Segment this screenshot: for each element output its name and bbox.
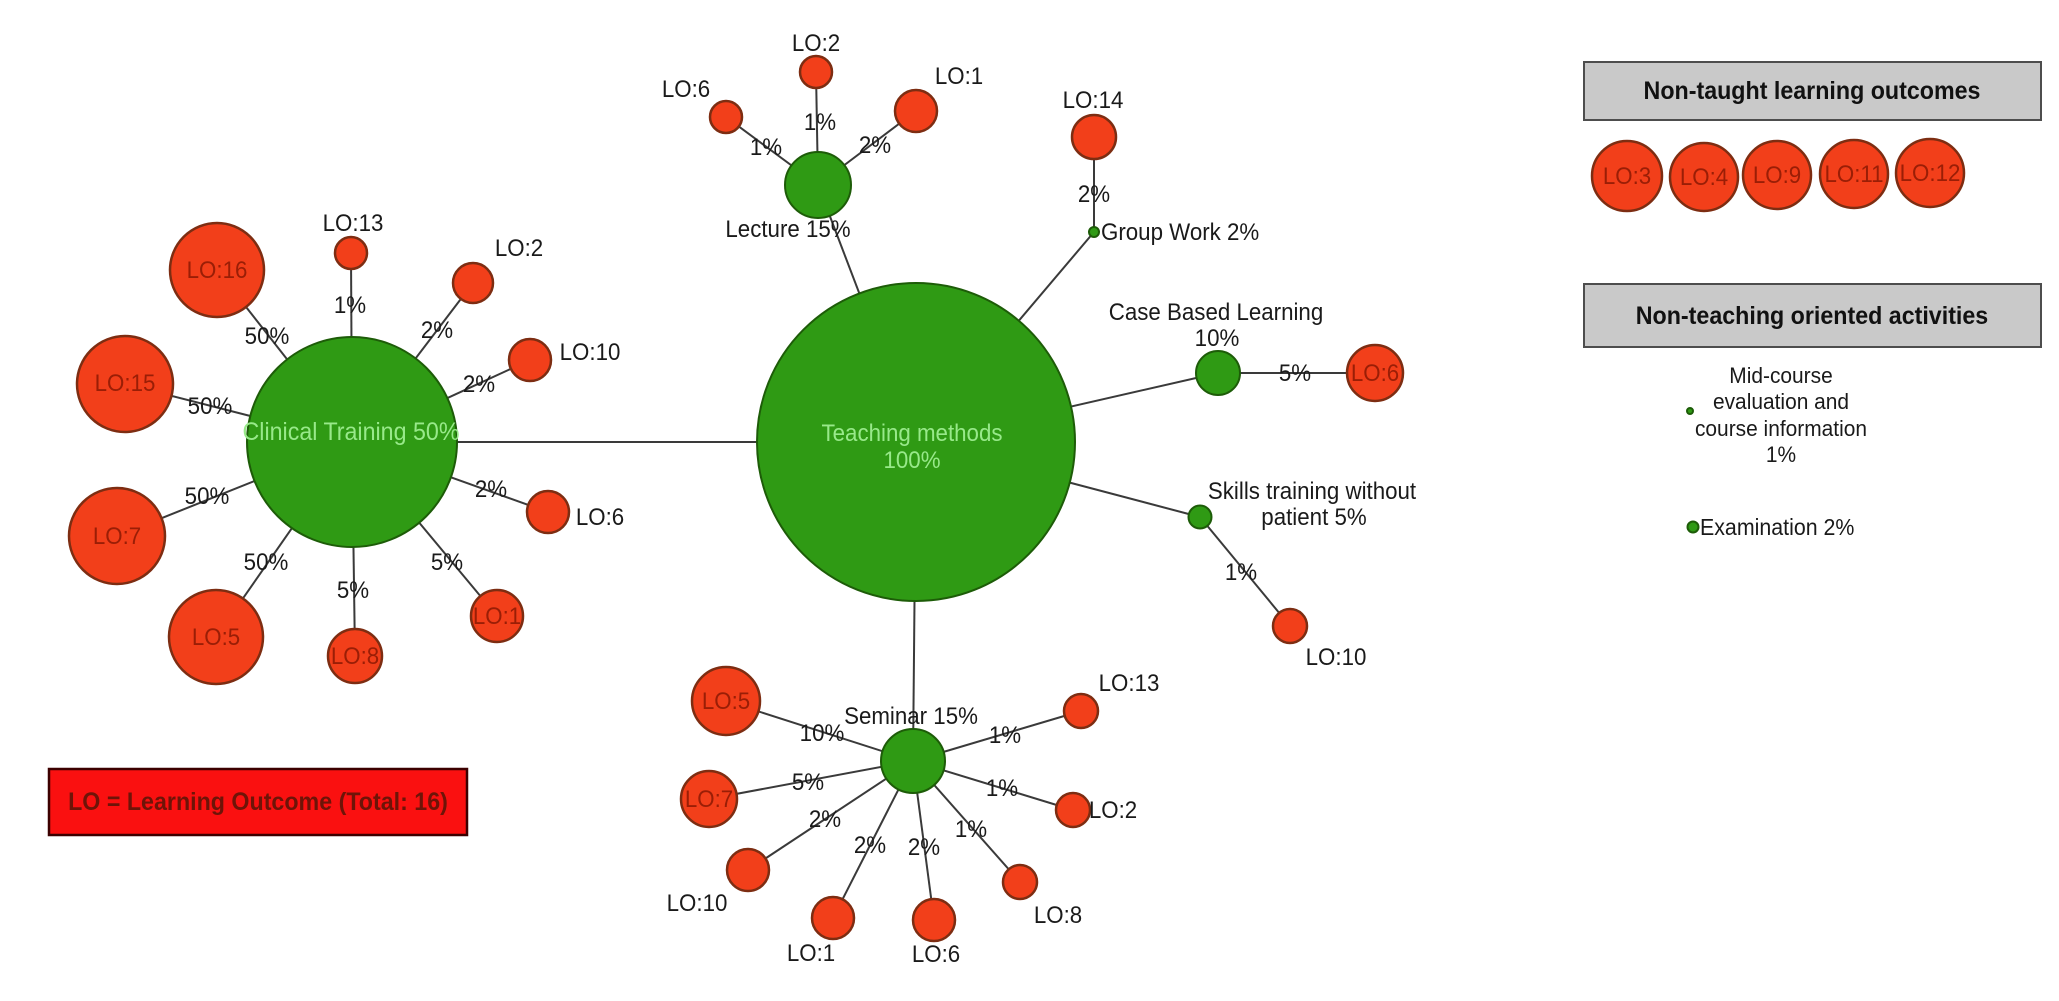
svg-text:LO:4: LO:4	[1680, 163, 1728, 190]
svg-text:LO:8: LO:8	[1034, 901, 1082, 928]
svg-text:2%: 2%	[421, 316, 453, 343]
svg-text:LO:10: LO:10	[667, 889, 728, 916]
svg-text:50%: 50%	[188, 392, 233, 419]
svg-text:LO:10: LO:10	[1306, 643, 1367, 670]
svg-text:2%: 2%	[1078, 180, 1110, 207]
svg-text:LO:2: LO:2	[1089, 796, 1137, 823]
svg-text:1%: 1%	[750, 133, 782, 160]
svg-text:Lecture 15%: Lecture 15%	[725, 215, 850, 242]
svg-text:1%: 1%	[334, 291, 366, 318]
svg-text:2%: 2%	[854, 831, 886, 858]
svg-text:LO:14: LO:14	[1063, 86, 1124, 113]
svg-text:Non-taught learning outcomes: Non-taught learning outcomes	[1644, 77, 1981, 105]
svg-text:LO:12: LO:12	[1900, 159, 1961, 186]
svg-text:LO:13: LO:13	[323, 209, 384, 236]
svg-text:Teaching methods: Teaching methods	[821, 419, 1002, 446]
svg-text:LO:1: LO:1	[473, 602, 521, 629]
svg-text:LO:8: LO:8	[331, 642, 379, 669]
svg-text:Non-teaching oriented activiti: Non-teaching oriented activities	[1636, 302, 1988, 330]
svg-text:LO:1: LO:1	[935, 62, 983, 89]
svg-text:LO:13: LO:13	[1099, 669, 1160, 696]
svg-text:LO:5: LO:5	[192, 623, 240, 650]
svg-text:LO:2: LO:2	[495, 234, 543, 261]
svg-text:5%: 5%	[431, 548, 463, 575]
svg-text:LO:6: LO:6	[912, 940, 960, 967]
svg-text:2%: 2%	[859, 131, 891, 158]
svg-text:2%: 2%	[908, 833, 940, 860]
svg-text:patient 5%: patient 5%	[1261, 503, 1366, 530]
svg-text:Skills training without: Skills training without	[1208, 477, 1417, 504]
svg-text:LO:6: LO:6	[576, 503, 624, 530]
svg-text:LO:1: LO:1	[787, 939, 835, 966]
svg-text:2%: 2%	[475, 475, 507, 502]
svg-text:LO:10: LO:10	[560, 338, 621, 365]
svg-text:Group Work 2%: Group Work 2%	[1101, 218, 1259, 245]
svg-text:100%: 100%	[883, 446, 940, 473]
svg-text:2%: 2%	[809, 805, 841, 832]
svg-text:5%: 5%	[337, 576, 369, 603]
svg-text:1%: 1%	[955, 815, 987, 842]
svg-text:LO:7: LO:7	[685, 785, 733, 812]
svg-text:2%: 2%	[463, 370, 495, 397]
svg-text:LO:6: LO:6	[1351, 359, 1399, 386]
svg-text:LO:7: LO:7	[93, 522, 141, 549]
svg-text:5%: 5%	[792, 768, 824, 795]
svg-text:Mid-course: Mid-course	[1729, 362, 1832, 388]
svg-text:1%: 1%	[986, 774, 1018, 801]
svg-text:10%: 10%	[800, 719, 845, 746]
svg-text:50%: 50%	[185, 482, 230, 509]
svg-text:Examination 2%: Examination 2%	[1700, 514, 1854, 540]
svg-text:1%: 1%	[1225, 558, 1257, 585]
svg-text:1%: 1%	[989, 721, 1021, 748]
svg-text:5%: 5%	[1279, 359, 1311, 386]
svg-text:LO:5: LO:5	[702, 687, 750, 714]
svg-text:50%: 50%	[245, 322, 290, 349]
svg-text:LO:16: LO:16	[187, 256, 248, 283]
svg-text:1%: 1%	[804, 108, 836, 135]
svg-text:Clinical Training 50%: Clinical Training 50%	[243, 418, 460, 446]
svg-text:Seminar 15%: Seminar 15%	[844, 702, 978, 729]
svg-text:course information: course information	[1695, 415, 1867, 441]
svg-text:1%: 1%	[1766, 441, 1796, 467]
svg-text:LO:6: LO:6	[662, 75, 710, 102]
svg-text:10%: 10%	[1195, 324, 1240, 351]
svg-text:50%: 50%	[244, 548, 289, 575]
svg-text:LO:11: LO:11	[1824, 160, 1883, 187]
svg-text:LO:3: LO:3	[1603, 162, 1651, 189]
svg-text:LO:2: LO:2	[792, 29, 840, 56]
svg-text:LO = Learning Outcome (Total:: LO = Learning Outcome (Total: 16)	[68, 788, 448, 816]
svg-text:LO:9: LO:9	[1753, 161, 1801, 188]
svg-text:evaluation and: evaluation and	[1713, 388, 1849, 414]
svg-text:LO:15: LO:15	[95, 369, 156, 396]
svg-text:Case Based Learning: Case Based Learning	[1109, 298, 1323, 325]
